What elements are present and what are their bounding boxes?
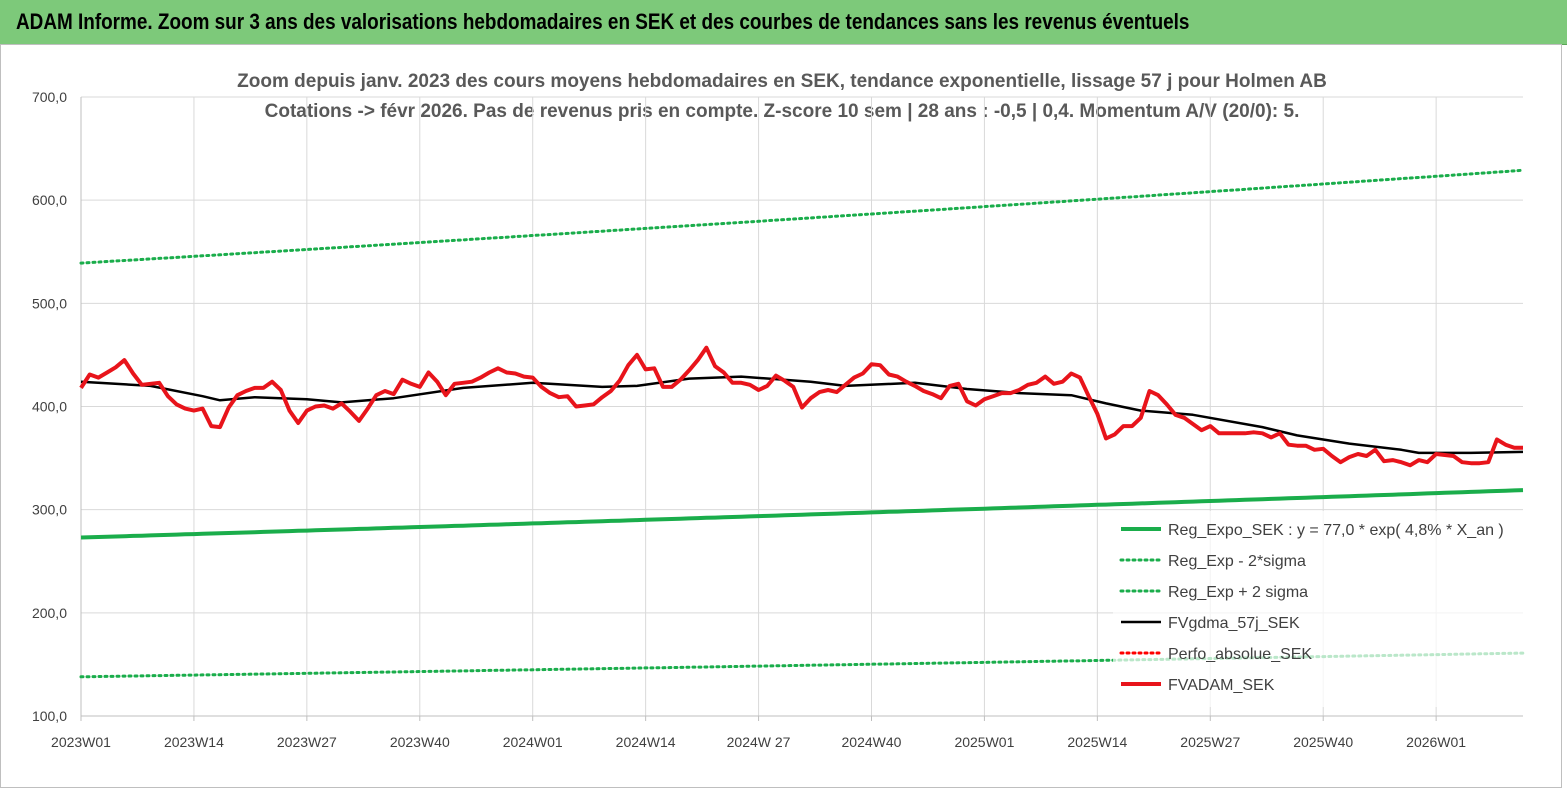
legend: Reg_Expo_SEK : y = 77,0 * exp( 4,8% * X_… [1113, 511, 1525, 707]
y-tick-label: 500,0 [32, 295, 67, 311]
y-tick-label: 700,0 [32, 89, 67, 105]
x-tick-label: 2023W14 [164, 734, 224, 750]
legend-label: FVADAM_SEK [1168, 677, 1275, 694]
x-tick-label: 2026W01 [1406, 734, 1466, 750]
legend-label: FVgdma_57j_SEK [1168, 615, 1300, 632]
series-line-5 [79, 345, 1523, 468]
legend-box [1113, 511, 1525, 707]
plot-series [79, 168, 1525, 679]
y-axis: 100,0 200,0 300,0 400,0 500,0 600,0 700,0 [32, 89, 82, 724]
x-tick-label: 2025W14 [1067, 734, 1127, 750]
y-tick-label: 600,0 [32, 192, 67, 208]
legend-label: Reg_Exp - 2*sigma [1168, 553, 1306, 570]
x-tick-label: 2025W40 [1293, 734, 1353, 750]
legend-label: Reg_Expo_SEK : y = 77,0 * exp( 4,8% * X_… [1168, 522, 1504, 539]
y-tick-label: 200,0 [32, 605, 67, 621]
x-tick-label: 2023W27 [277, 734, 337, 750]
y-tick-label: 300,0 [32, 502, 67, 518]
chart-title: Zoom depuis janv. 2023 des cours moyens … [237, 71, 1327, 92]
x-tick-label: 2024W01 [503, 734, 563, 750]
series-line-3 [80, 375, 1524, 455]
x-tick-label: 2025W01 [954, 734, 1014, 750]
legend-label: Reg_Exp + 2 sigma [1168, 584, 1308, 601]
y-tick-label: 400,0 [32, 399, 67, 415]
x-tick-label: 2023W40 [390, 734, 450, 750]
x-tick-label: 2025W27 [1180, 734, 1240, 750]
report-banner: ADAM Informe. Zoom sur 3 ans des valoris… [0, 0, 1567, 45]
legend-label: Perfo_absolue_SEK [1168, 646, 1312, 663]
x-tick-label: 2024W40 [842, 734, 902, 750]
series-line-2 [79, 168, 1525, 265]
chart-area: Zoom depuis janv. 2023 des cours moyens … [0, 44, 1562, 788]
series-line-0 [80, 488, 1524, 540]
x-axis: 2023W01 2023W14 2023W27 2023W40 2024W01 2024W… [51, 715, 1523, 750]
line-chart: Zoom depuis janv. 2023 des cours moyens … [32, 71, 1525, 750]
x-tick-label: 2024W 27 [727, 734, 791, 750]
x-tick-label: 2023W01 [51, 734, 111, 750]
x-tick-label: 2024W14 [616, 734, 676, 750]
chart-subtitle: Cotations -> févr 2026. Pas de revenus p… [265, 101, 1300, 122]
report-title: ADAM Informe. Zoom sur 3 ans des valoris… [16, 9, 1190, 34]
y-tick-label: 100,0 [32, 708, 67, 724]
